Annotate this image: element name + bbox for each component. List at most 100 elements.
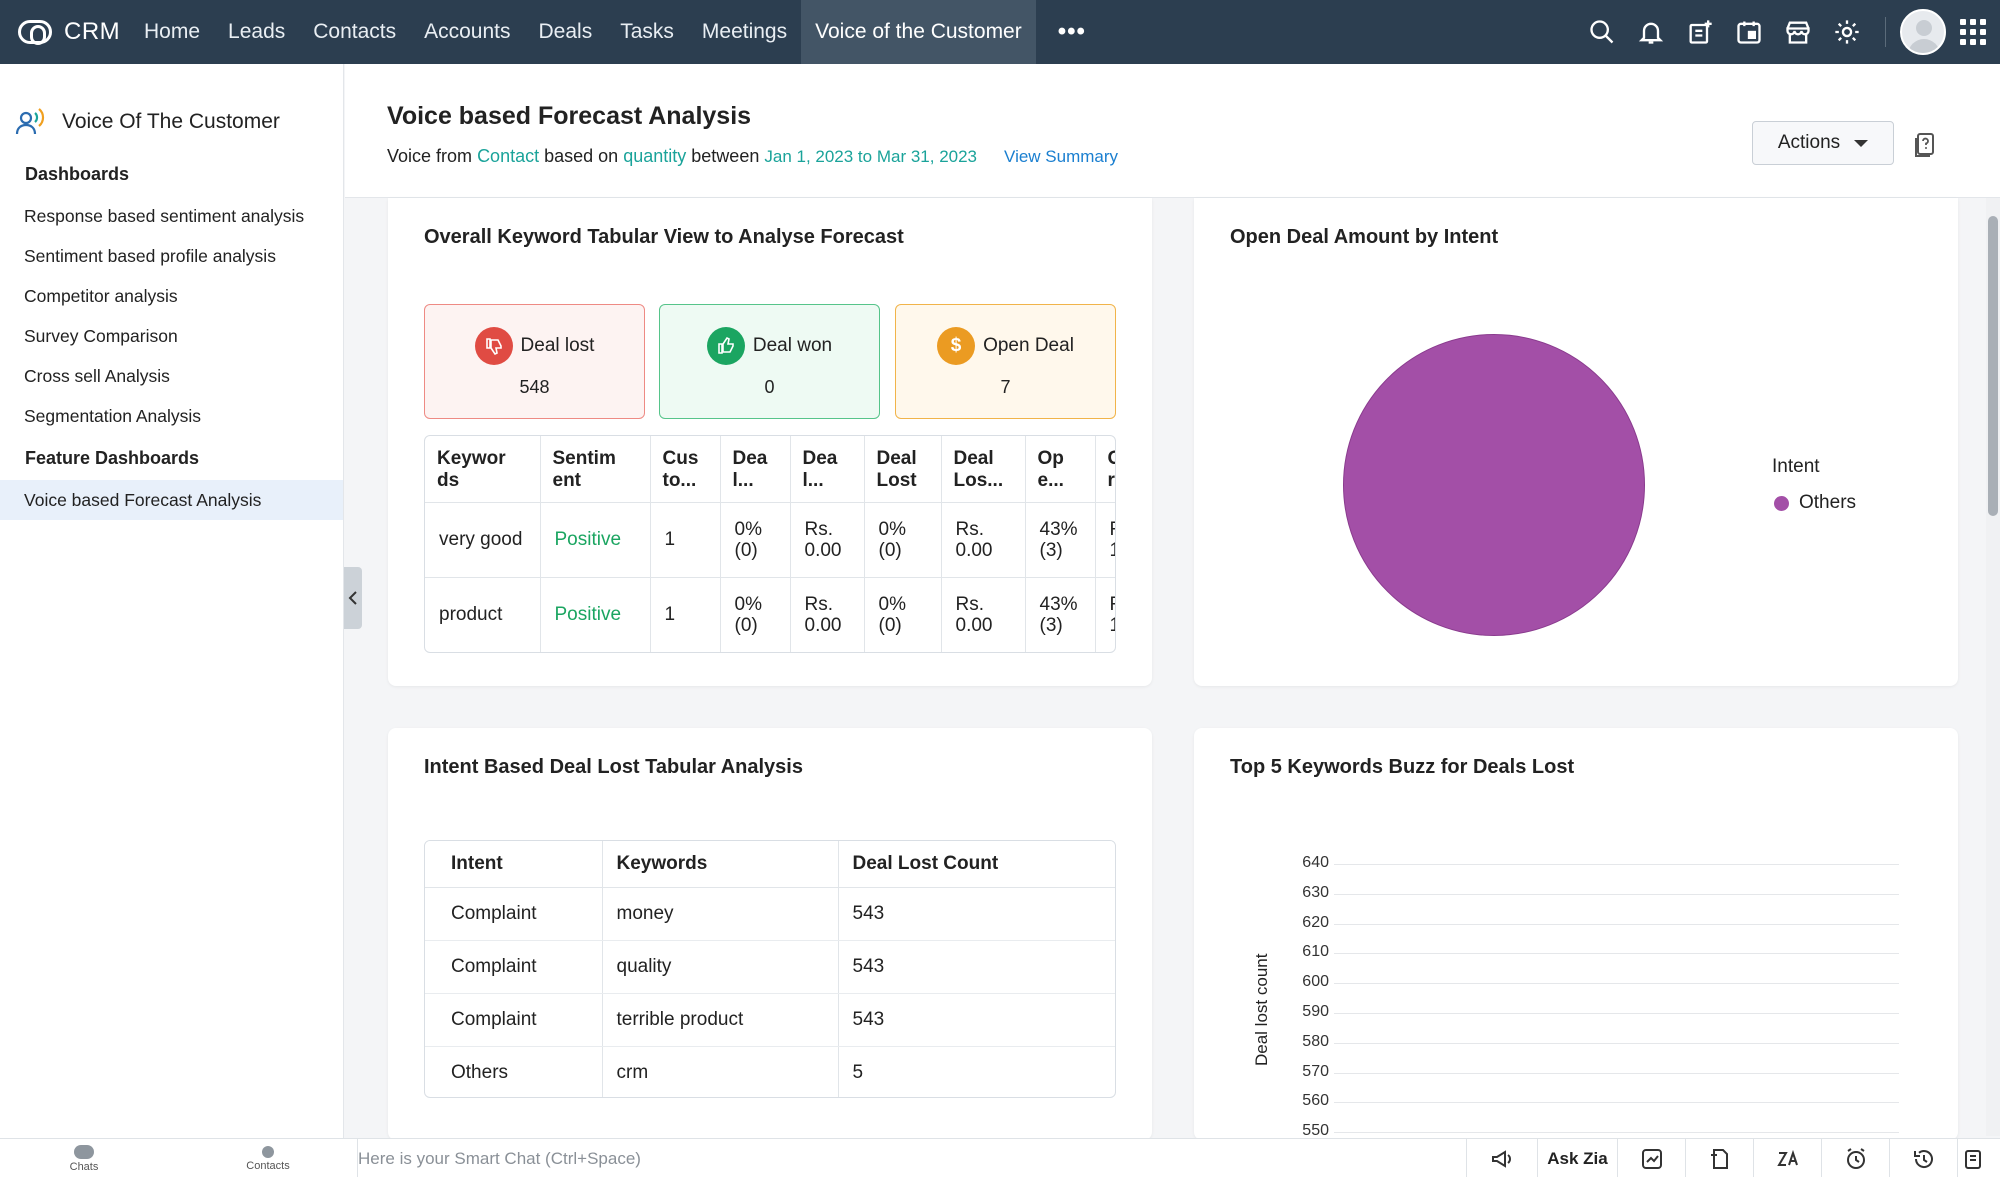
- table-row[interactable]: Complaint money 543: [425, 887, 1115, 941]
- deal-won-value: 0: [764, 377, 775, 397]
- tab-accounts[interactable]: Accounts: [424, 20, 511, 43]
- col-deal-2[interactable]: Dea l...: [790, 436, 865, 503]
- open-deal-label: Open Deal: [983, 335, 1074, 356]
- subtitle-contact[interactable]: Contact: [477, 146, 540, 166]
- cell-sentiment: Positive: [540, 502, 651, 578]
- tab-leads[interactable]: Leads: [228, 20, 286, 43]
- cell-deal-2: Rs. 0.00: [790, 577, 865, 652]
- cell-sentiment: Positive: [540, 577, 651, 652]
- scrollbar-thumb[interactable]: [1988, 216, 1998, 516]
- megaphone-icon[interactable]: [1466, 1139, 1537, 1177]
- settings-icon[interactable]: [1822, 0, 1871, 64]
- actions-button[interactable]: Actions: [1752, 121, 1894, 165]
- sidebar-item-survey-comparison[interactable]: Survey Comparison: [24, 325, 178, 346]
- deal-lost-value: 548: [519, 377, 550, 397]
- subtitle-date-range[interactable]: Jan 1, 2023 to Mar 31, 2023: [764, 147, 978, 166]
- analytics-icon[interactable]: [1617, 1139, 1685, 1177]
- col-overflow[interactable]: O r: [1095, 436, 1115, 503]
- sidebar-item-voice-forecast[interactable]: Voice based Forecast Analysis: [0, 480, 343, 520]
- user-avatar[interactable]: [1900, 9, 1946, 55]
- legend-item-others[interactable]: Others: [1774, 492, 1856, 514]
- intent-card-title: Intent Based Deal Lost Tabular Analysis: [424, 756, 803, 778]
- sidebar-item-response-sentiment[interactable]: Response based sentiment analysis: [24, 205, 305, 226]
- thumbs-down-icon: [474, 327, 513, 365]
- cell-count: 543: [838, 940, 1115, 994]
- cell-deal-1: 0% (0): [720, 577, 791, 652]
- pie-card-title: Open Deal Amount by Intent: [1230, 226, 1499, 248]
- crm-logo[interactable]: CRM: [0, 18, 130, 46]
- chat-icon: [74, 1144, 94, 1159]
- more-tabs-button[interactable]: •••: [1057, 18, 1086, 45]
- app-grid-icon[interactable]: [1960, 19, 1986, 45]
- col-keywords[interactable]: Keywords: [602, 841, 839, 888]
- bell-icon[interactable]: [1626, 0, 1675, 64]
- subtitle-based-on: based on: [544, 146, 619, 166]
- sidebar-item-cross-sell[interactable]: Cross sell Analysis: [24, 365, 170, 386]
- view-summary-link[interactable]: View Summary: [1004, 147, 1119, 166]
- cell-open: 43% (3): [1025, 502, 1096, 578]
- y-tick-label: 630: [1302, 883, 1329, 901]
- y-gridline: [1334, 1013, 1899, 1014]
- deal-lost-label: Deal lost: [520, 335, 595, 356]
- smart-chat-input[interactable]: Here is your Smart Chat (Ctrl+Space): [358, 1148, 641, 1168]
- content-scrollbar[interactable]: [1986, 198, 2000, 1136]
- tab-tasks[interactable]: Tasks: [620, 20, 674, 43]
- table-row[interactable]: very good Positive 1 0% (0) Rs. 0.00 0% …: [425, 502, 1115, 578]
- dollar-icon: $: [937, 327, 976, 365]
- deal-lost-stat[interactable]: Deal lost 548: [424, 304, 645, 419]
- notes-icon[interactable]: [1957, 1139, 1987, 1177]
- legend-label: Others: [1799, 492, 1857, 513]
- pie-slice-others[interactable]: [1343, 334, 1645, 636]
- tab-deals[interactable]: Deals: [538, 20, 593, 43]
- keyword-table[interactable]: Keywor ds Sentim ent Cus to... Dea l... …: [424, 435, 1116, 653]
- tab-home[interactable]: Home: [144, 20, 201, 43]
- collapse-sidebar-button[interactable]: [344, 567, 362, 629]
- subtitle-quantity[interactable]: quantity: [623, 146, 687, 166]
- document-help-icon[interactable]: [1913, 132, 1937, 158]
- add-note-icon[interactable]: [1675, 0, 1724, 64]
- col-open[interactable]: Op e...: [1025, 436, 1096, 503]
- table-row[interactable]: Others crm 5: [425, 1046, 1115, 1097]
- table-row[interactable]: product Positive 1 0% (0) Rs. 0.00 0% (0…: [425, 577, 1115, 652]
- contacts-button[interactable]: Contacts: [218, 1139, 318, 1177]
- sidebar-item-competitor[interactable]: Competitor analysis: [24, 285, 178, 306]
- open-deal-stat[interactable]: $ Open Deal 7: [895, 304, 1116, 419]
- col-keywords[interactable]: Keywor ds: [425, 436, 541, 503]
- y-gridline: [1334, 864, 1899, 865]
- document-icon[interactable]: [1685, 1139, 1753, 1177]
- col-deal-lost-count[interactable]: Deal Lost Count: [838, 841, 1115, 888]
- col-intent[interactable]: Intent: [425, 841, 603, 888]
- tab-voice-of-the-customer[interactable]: Voice of the Customer: [801, 0, 1036, 64]
- col-sentiment[interactable]: Sentim ent: [540, 436, 651, 503]
- alarm-icon[interactable]: [1821, 1139, 1889, 1177]
- ask-zia-button[interactable]: Ask Zia: [1537, 1139, 1617, 1177]
- tab-contacts[interactable]: Contacts: [313, 20, 397, 43]
- nav-tabs: Home Leads Contacts Accounts Deals Tasks…: [130, 0, 1036, 64]
- sidebar-title: Voice Of The Customer: [62, 110, 280, 133]
- marketplace-icon[interactable]: [1773, 0, 1822, 64]
- pie-legend-title: Intent: [1772, 456, 1820, 477]
- cell-keyword: quality: [602, 940, 839, 994]
- open-deal-intent-card: Open Deal Amount by Intent Intent Others: [1194, 198, 1958, 686]
- y-tick-label: 640: [1302, 854, 1329, 871]
- tab-meetings[interactable]: Meetings: [701, 20, 788, 43]
- table-row[interactable]: Complaint terrible product 543: [425, 993, 1115, 1047]
- zia-icon[interactable]: [1753, 1139, 1821, 1177]
- search-icon[interactable]: [1577, 0, 1626, 64]
- col-deal-lost-amount[interactable]: Deal Los...: [941, 436, 1026, 503]
- col-deal-lost[interactable]: Deal Lost: [864, 436, 942, 503]
- y-gridline: [1334, 953, 1899, 955]
- history-icon[interactable]: [1889, 1139, 1957, 1177]
- page-title: Voice based Forecast Analysis: [387, 102, 752, 130]
- cell-deal-lost: 0% (0): [864, 502, 942, 578]
- sidebar-item-segmentation[interactable]: Segmentation Analysis: [24, 405, 202, 426]
- col-customers[interactable]: Cus to...: [650, 436, 721, 503]
- chats-button[interactable]: Chats: [34, 1139, 134, 1177]
- intent-table[interactable]: Intent Keywords Deal Lost Count Complain…: [424, 840, 1116, 1098]
- deal-won-stat[interactable]: Deal won 0: [659, 304, 880, 419]
- calendar-icon[interactable]: [1724, 0, 1773, 64]
- col-deal-1[interactable]: Dea l...: [720, 436, 791, 503]
- table-row[interactable]: Complaint quality 543: [425, 940, 1115, 994]
- sidebar-item-sentiment-profile[interactable]: Sentiment based profile analysis: [24, 245, 276, 266]
- y-tick-label: 600: [1302, 973, 1329, 991]
